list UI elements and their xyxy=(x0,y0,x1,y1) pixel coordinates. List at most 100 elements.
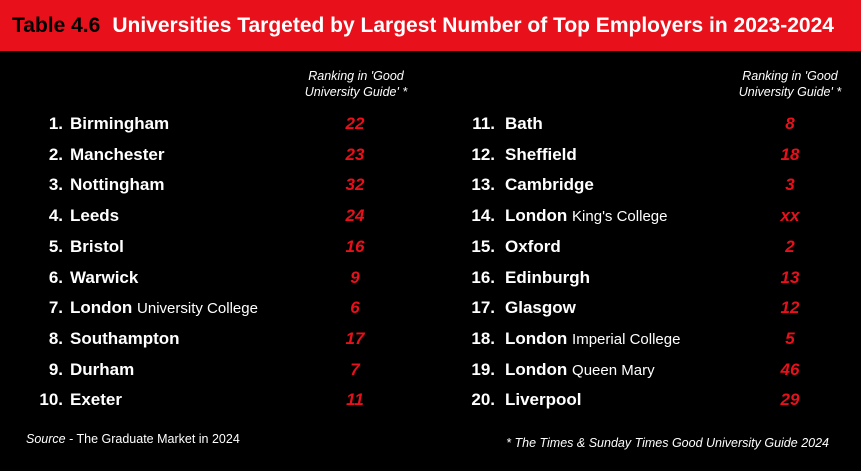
ranking-column-header: Ranking in 'Good University Guide' * xyxy=(738,69,842,99)
table-row: 11. Bath 8 xyxy=(430,109,861,139)
university-main-name: Cambridge xyxy=(505,175,594,195)
table-row: 8. Southampton 17 xyxy=(0,324,430,354)
row-position: 17. xyxy=(471,298,495,318)
source-note: Source - The Graduate Market in 2024 xyxy=(26,432,240,446)
university-name: Birmingham xyxy=(70,109,169,139)
university-college-name: University College xyxy=(137,300,258,318)
guide-ranking: 32 xyxy=(345,175,365,195)
table-row: 15. Oxford 2 xyxy=(430,232,861,262)
guide-ranking: 9 xyxy=(350,267,360,287)
table-row: 9. Durham 7 xyxy=(0,355,430,385)
row-position: 20. xyxy=(471,390,495,410)
university-main-name: Glasgow xyxy=(505,298,576,318)
university-name: London Imperial College xyxy=(505,324,680,355)
university-main-name: London xyxy=(70,298,133,318)
university-main-name: Durham xyxy=(70,359,135,379)
row-position: 4. xyxy=(48,206,63,226)
university-main-name: Sheffield xyxy=(505,144,577,164)
row-position: 16. xyxy=(471,267,495,287)
university-name: London King's College xyxy=(505,201,667,232)
table-row: 19. London Queen Mary 46 xyxy=(430,355,861,385)
university-main-name: Birmingham xyxy=(70,114,170,133)
row-position: 8. xyxy=(48,328,63,348)
guide-ranking: 46 xyxy=(780,359,800,379)
guide-ranking: 11 xyxy=(346,390,364,410)
university-main-name: Edinburgh xyxy=(505,267,590,287)
row-position: 7. xyxy=(48,298,63,318)
row-position: 19. xyxy=(471,359,495,379)
university-name: Durham xyxy=(70,355,134,385)
table-row: 4. Leeds 24 xyxy=(0,201,430,231)
university-college-name: King's College xyxy=(572,208,668,226)
university-name: London University College xyxy=(70,293,258,324)
university-name: Glasgow xyxy=(505,293,576,323)
table-row: 14. London King's College xx xyxy=(430,201,861,231)
guide-ranking: 23 xyxy=(345,144,365,164)
row-position: 11. xyxy=(472,114,495,133)
row-position: 6. xyxy=(48,267,63,287)
university-main-name: Southampton xyxy=(70,328,180,348)
university-main-name: Exeter xyxy=(70,390,122,410)
ranking-column-header: Ranking in 'Good University Guide' * xyxy=(304,69,408,99)
table-row: 1. Birmingham 22 xyxy=(0,109,430,139)
university-name: Warwick xyxy=(70,263,138,293)
table-row: 3. Nottingham 32 xyxy=(0,170,430,200)
university-name: London Queen Mary xyxy=(505,355,655,386)
university-college-name: Imperial College xyxy=(572,330,681,348)
university-name: Cambridge xyxy=(505,170,594,200)
table-row: 13. Cambridge 3 xyxy=(430,170,861,200)
guide-ranking: xx xyxy=(780,206,800,226)
row-position: 12. xyxy=(471,144,495,164)
university-name: Bath xyxy=(505,109,543,139)
row-position: 1. xyxy=(48,114,63,133)
table-row: 6. Warwick 9 xyxy=(0,263,430,293)
row-position: 5. xyxy=(48,236,63,256)
university-main-name: Bristol xyxy=(70,236,124,256)
guide-ranking: 7 xyxy=(350,359,360,379)
row-position: 14. xyxy=(471,206,495,226)
university-name: Leeds xyxy=(70,201,119,231)
university-main-name: Leeds xyxy=(70,206,120,226)
row-position: 10. xyxy=(39,390,63,410)
guide-ranking: 2 xyxy=(785,236,795,256)
table-row: 5. Bristol 16 xyxy=(0,232,430,262)
university-name: Nottingham xyxy=(70,170,164,200)
title-banner: Table 4.6 Universities Targeted by Large… xyxy=(0,0,861,51)
university-name: Exeter xyxy=(70,385,122,415)
university-main-name: London xyxy=(505,359,568,379)
university-name: Edinburgh xyxy=(505,263,590,293)
row-position: 15. xyxy=(471,236,495,256)
university-main-name: Oxford xyxy=(505,236,561,256)
table-row: 17. Glasgow 12 xyxy=(430,293,861,323)
university-main-name: Nottingham xyxy=(70,175,165,195)
guide-ranking: 18 xyxy=(780,144,800,164)
guide-ranking: 13 xyxy=(780,267,800,287)
university-name: Manchester xyxy=(70,140,164,170)
university-main-name: Manchester xyxy=(70,144,165,164)
guide-ranking: 6 xyxy=(350,298,360,318)
guide-ranking: 17 xyxy=(345,328,365,348)
row-position: 13. xyxy=(471,175,495,195)
source-text: - The Graduate Market in 2024 xyxy=(65,432,240,446)
university-main-name: Warwick xyxy=(70,267,139,287)
guide-ranking: 5 xyxy=(785,328,795,348)
table-row: 20. Liverpool 29 xyxy=(430,385,861,415)
row-position: 9. xyxy=(48,359,63,379)
table-row: 7. London University College 6 xyxy=(0,293,430,323)
row-position: 3. xyxy=(48,175,63,195)
guide-ranking: 12 xyxy=(780,298,800,318)
university-name: Oxford xyxy=(505,232,561,262)
university-main-name: London xyxy=(505,206,568,226)
university-main-name: Liverpool xyxy=(505,390,582,410)
footnote: * The Times & Sunday Times Good Universi… xyxy=(506,436,829,450)
university-name: Southampton xyxy=(70,324,180,354)
university-college-name: Queen Mary xyxy=(572,361,655,379)
guide-ranking: 3 xyxy=(785,175,795,195)
university-name: Sheffield xyxy=(505,140,577,170)
source-label: Source xyxy=(26,432,66,446)
university-main-name: London xyxy=(505,328,568,348)
row-position: 2. xyxy=(48,144,63,164)
table-row: 16. Edinburgh 13 xyxy=(430,263,861,293)
table-row: 2. Manchester 23 xyxy=(0,140,430,170)
table-row: 18. London Imperial College 5 xyxy=(430,324,861,354)
